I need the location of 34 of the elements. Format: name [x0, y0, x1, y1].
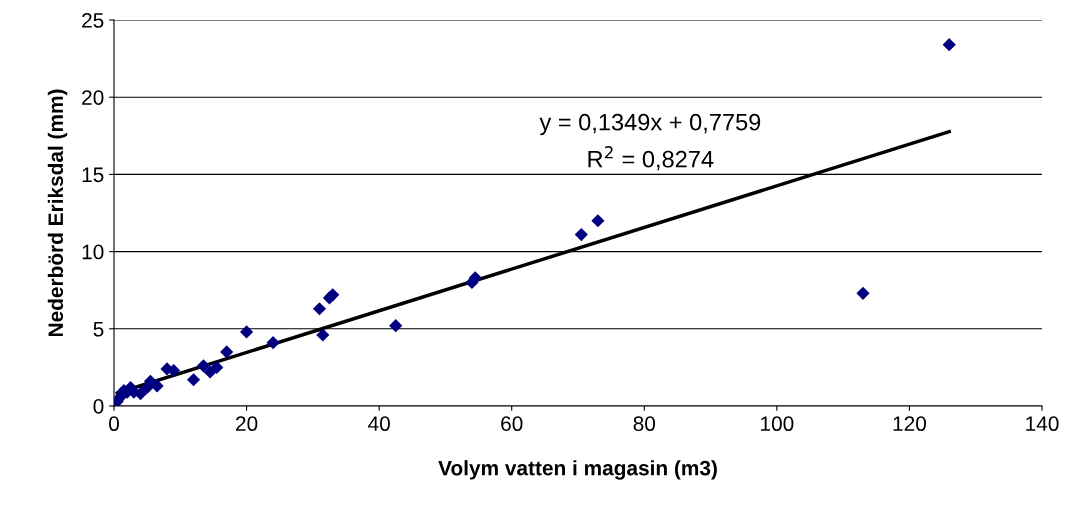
- point: [186, 373, 201, 387]
- point: [312, 302, 327, 316]
- point: [150, 379, 164, 393]
- x-tick-label: 60: [501, 416, 523, 432]
- x-tick-label: 0: [109, 416, 119, 432]
- point: [316, 328, 330, 342]
- annotation: R$^{2}$ = 0,8274: [588, 146, 714, 171]
- y-tick-label: 0: [93, 399, 104, 414]
- y-tick-label: 25: [82, 13, 104, 28]
- y-tick-label: 15: [82, 167, 104, 183]
- point: [326, 288, 340, 302]
- point: [591, 214, 605, 228]
- x-tick-label: 120: [893, 416, 926, 432]
- y-axis-title: Nederbörd Eriksdal (mm): [47, 89, 68, 337]
- y-tick-label: 10: [82, 244, 104, 260]
- point: [574, 228, 588, 242]
- x-tick-label: 40: [368, 416, 390, 432]
- x-tick-label: 100: [761, 416, 794, 432]
- point: [942, 38, 956, 52]
- point: [167, 363, 181, 378]
- point: [220, 345, 234, 359]
- x-tick-label: 140: [1026, 416, 1059, 432]
- x-tick-label: 20: [236, 416, 258, 432]
- x-axis-title: Volym vatten i magasin (m3): [438, 460, 717, 480]
- point: [266, 336, 280, 350]
- point: [239, 325, 254, 339]
- x-tick-label: 80: [633, 416, 656, 432]
- y-tick-label: 5: [93, 322, 104, 337]
- point: [856, 286, 870, 300]
- point: [196, 359, 211, 373]
- point: [389, 319, 403, 333]
- point: [210, 360, 224, 374]
- y-tick-label: 20: [82, 90, 104, 105]
- annotation: y = 0,1349x + 0,7759: [539, 113, 761, 136]
